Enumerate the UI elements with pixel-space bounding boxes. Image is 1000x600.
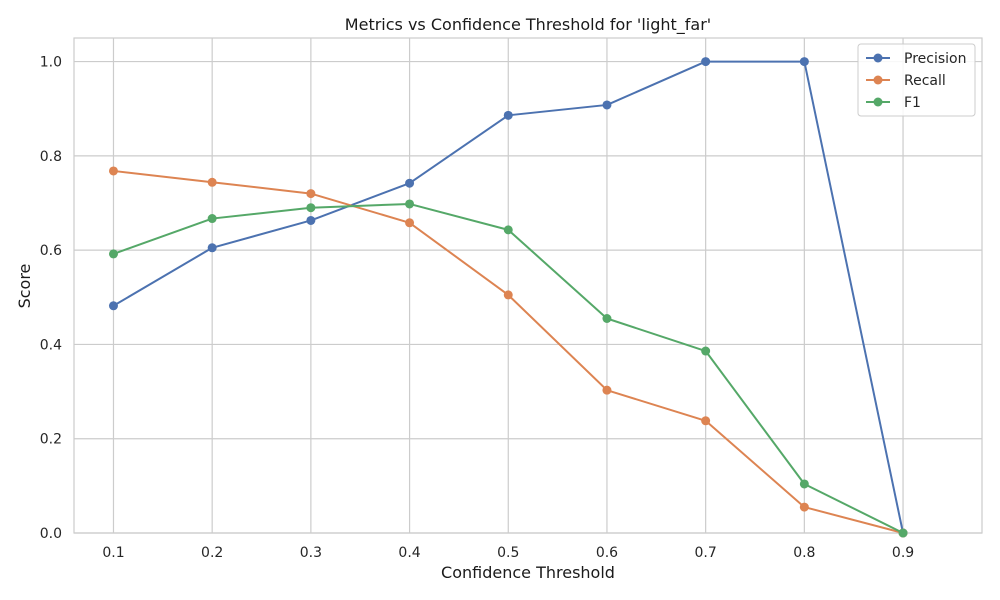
y-axis-label: Score	[15, 264, 34, 309]
f1-point	[306, 203, 316, 213]
y-tick-label: 0.0	[40, 526, 62, 542]
precision-point	[701, 57, 711, 67]
f1-point	[207, 214, 217, 224]
recall-point	[799, 502, 809, 512]
x-tick-label: 0.4	[398, 545, 420, 561]
f1-point	[701, 346, 711, 356]
recall-point	[503, 290, 513, 300]
f1-point	[602, 314, 612, 323]
x-tick-label: 0.7	[695, 545, 717, 561]
y-tick-label: 0.6	[40, 243, 62, 259]
axes	[73, 37, 983, 534]
recall-legend-label: Recall	[904, 73, 946, 89]
f1-point	[108, 249, 118, 259]
y-tick-label: 0.2	[40, 432, 62, 448]
x-tick-label: 0.2	[201, 545, 223, 561]
chart-title: Metrics vs Confidence Threshold for 'lig…	[345, 15, 711, 35]
plot-frame	[73, 37, 983, 534]
f1-point	[799, 479, 809, 489]
f1-point	[405, 199, 415, 209]
precision-legend-marker	[873, 53, 883, 63]
series-layer	[108, 57, 908, 538]
precision-point	[405, 178, 415, 188]
precision-point	[503, 110, 513, 120]
x-tick-label: 0.3	[300, 545, 322, 561]
x-tick-label: 0.6	[596, 545, 618, 561]
precision-point	[306, 215, 316, 225]
precision-point	[207, 243, 217, 253]
precision-legend-label: Precision	[904, 51, 966, 67]
x-tick-label: 0.5	[497, 545, 519, 561]
x-axis-label: Confidence Threshold	[441, 563, 615, 582]
f1-point	[503, 225, 513, 235]
recall-point	[405, 218, 415, 228]
recall-point	[701, 416, 711, 426]
precision-point	[108, 301, 118, 311]
f1-point	[898, 528, 908, 538]
precision-point	[799, 57, 809, 67]
y-tick-label: 0.4	[40, 337, 62, 353]
recall-legend-marker	[873, 75, 883, 85]
tick-labels: 0.1 0.2 0.3 0.4 0.5 0.6 0.7 0.8 0.9 0.0 0.2 0.4 0.6 0…	[40, 55, 914, 561]
f1-legend-marker	[873, 97, 883, 107]
y-tick-label: 1.0	[40, 55, 62, 71]
x-tick-label: 0.1	[102, 545, 124, 561]
recall-point	[207, 177, 217, 187]
legend-box	[857, 43, 976, 117]
x-tick-label: 0.9	[892, 545, 914, 561]
f1-legend-label: F1	[904, 95, 921, 111]
y-tick-label: 0.8	[40, 149, 62, 165]
x-tick-label: 0.8	[793, 545, 815, 561]
precision-point	[602, 100, 612, 110]
recall-point	[602, 385, 612, 395]
legend: Precision Recall F1	[857, 43, 976, 117]
recall-point	[306, 189, 316, 199]
recall-point	[108, 166, 118, 176]
